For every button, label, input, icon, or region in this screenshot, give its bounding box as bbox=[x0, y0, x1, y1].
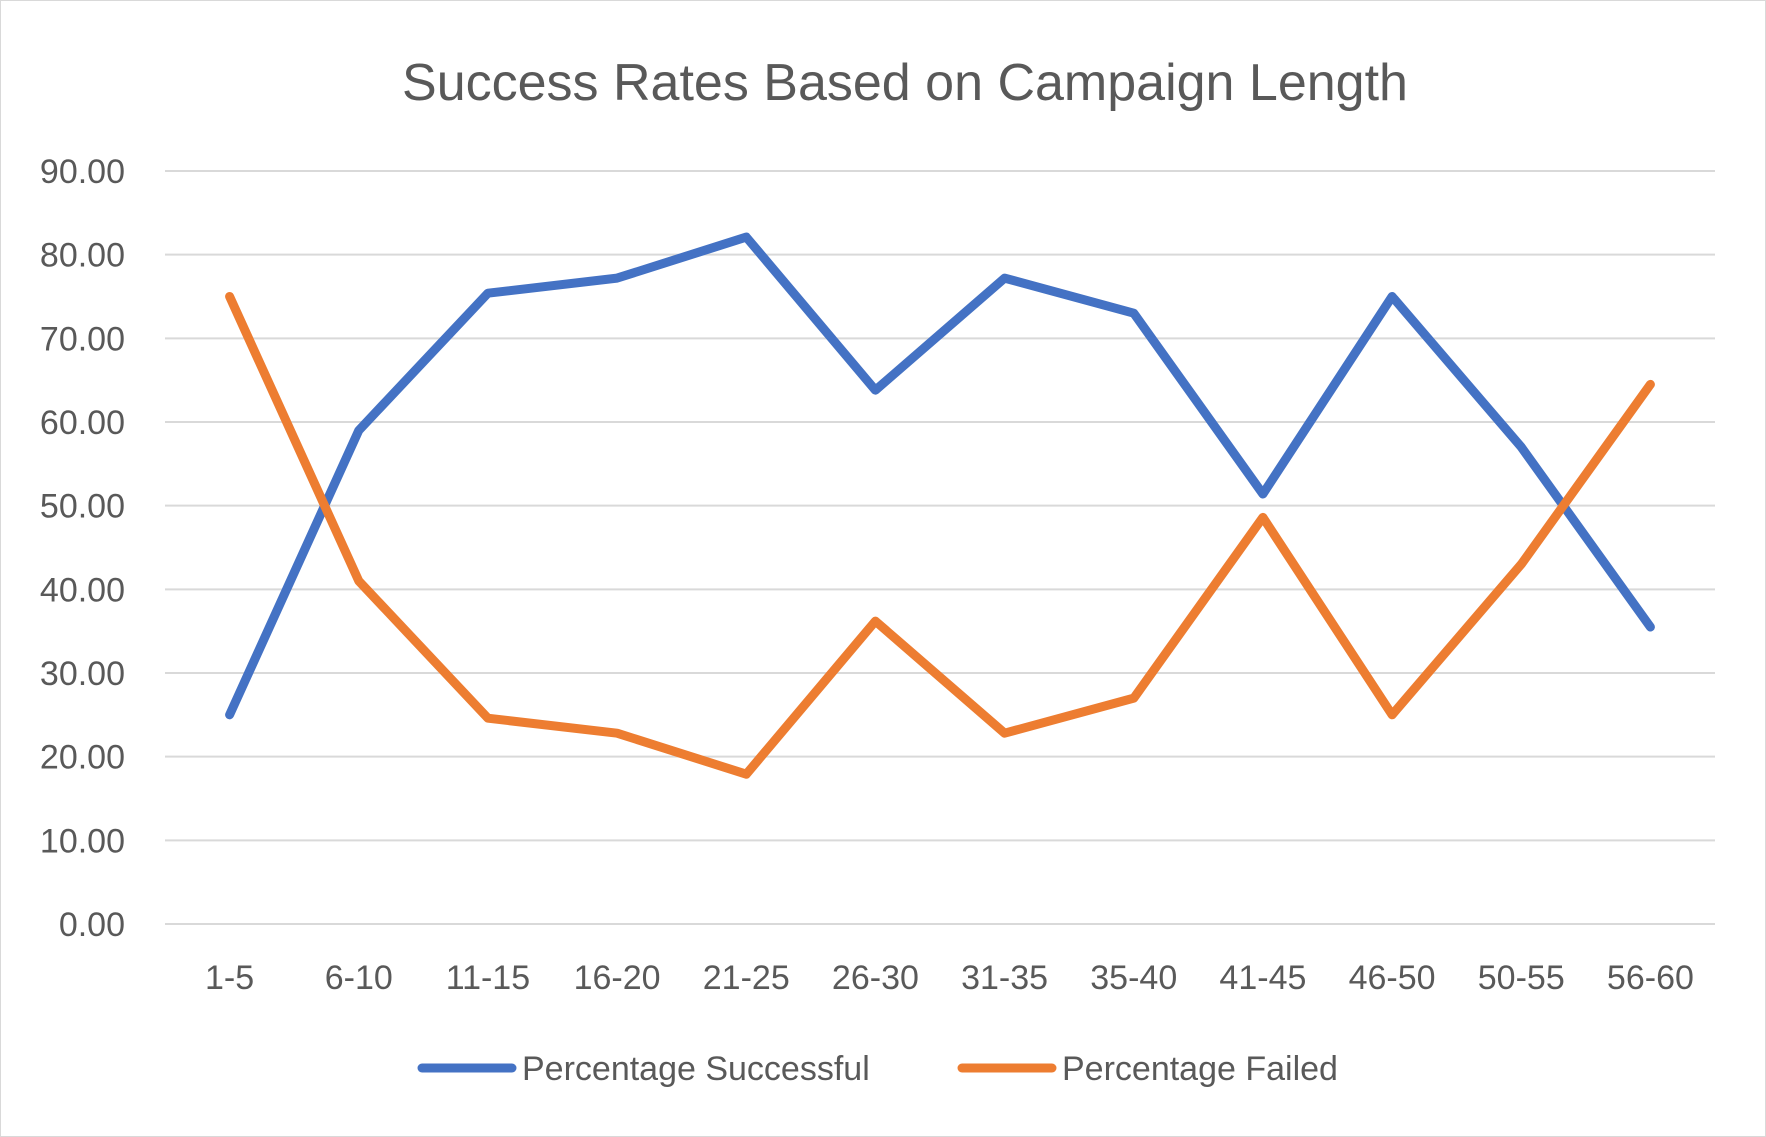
x-tick-label: 31-35 bbox=[961, 959, 1048, 997]
chart-title: Success Rates Based on Campaign Length bbox=[402, 54, 1408, 112]
x-tick-label: 16-20 bbox=[574, 959, 661, 997]
y-tick-label: 20.00 bbox=[40, 739, 125, 777]
legend-label: Percentage Successful bbox=[522, 1050, 870, 1088]
y-tick-label: 10.00 bbox=[40, 822, 125, 860]
x-tick-label: 41-45 bbox=[1219, 959, 1306, 997]
y-tick-label: 70.00 bbox=[40, 320, 125, 358]
legend-label: Percentage Failed bbox=[1062, 1050, 1338, 1088]
series-line-1 bbox=[225, 232, 1655, 720]
series-lines bbox=[225, 232, 1655, 779]
y-tick-label: 40.00 bbox=[40, 571, 125, 609]
x-axis-ticks: 1-5 6-10 11-15 16-20 21-25 26-30 31-35 35-40 41-… bbox=[205, 959, 1694, 997]
y-tick-label: 60.00 bbox=[40, 404, 125, 442]
series-line-2 bbox=[225, 292, 1655, 779]
x-tick-label: 50-55 bbox=[1478, 959, 1565, 997]
y-tick-label: 50.00 bbox=[40, 488, 125, 526]
y-tick-label: 0.00 bbox=[59, 906, 125, 944]
x-tick-label: 6-10 bbox=[325, 959, 393, 997]
y-axis-ticks: 0.00 10.00 20.00 30.00 40.00 50.00 60.00 70.00 8… bbox=[40, 153, 125, 944]
x-tick-label: 1-5 bbox=[205, 959, 254, 997]
legend: Percentage Successful Percentage Failed bbox=[417, 1050, 1338, 1088]
x-tick-label: 21-25 bbox=[703, 959, 790, 997]
x-tick-label: 35-40 bbox=[1090, 959, 1177, 997]
y-tick-label: 80.00 bbox=[40, 237, 125, 275]
gridlines bbox=[165, 170, 1715, 925]
y-tick-label: 90.00 bbox=[40, 153, 125, 191]
x-tick-label: 26-30 bbox=[832, 959, 919, 997]
x-tick-label: 11-15 bbox=[446, 959, 530, 997]
y-tick-label: 30.00 bbox=[40, 655, 125, 693]
x-tick-label: 56-60 bbox=[1607, 959, 1694, 997]
x-tick-label: 46-50 bbox=[1349, 959, 1436, 997]
